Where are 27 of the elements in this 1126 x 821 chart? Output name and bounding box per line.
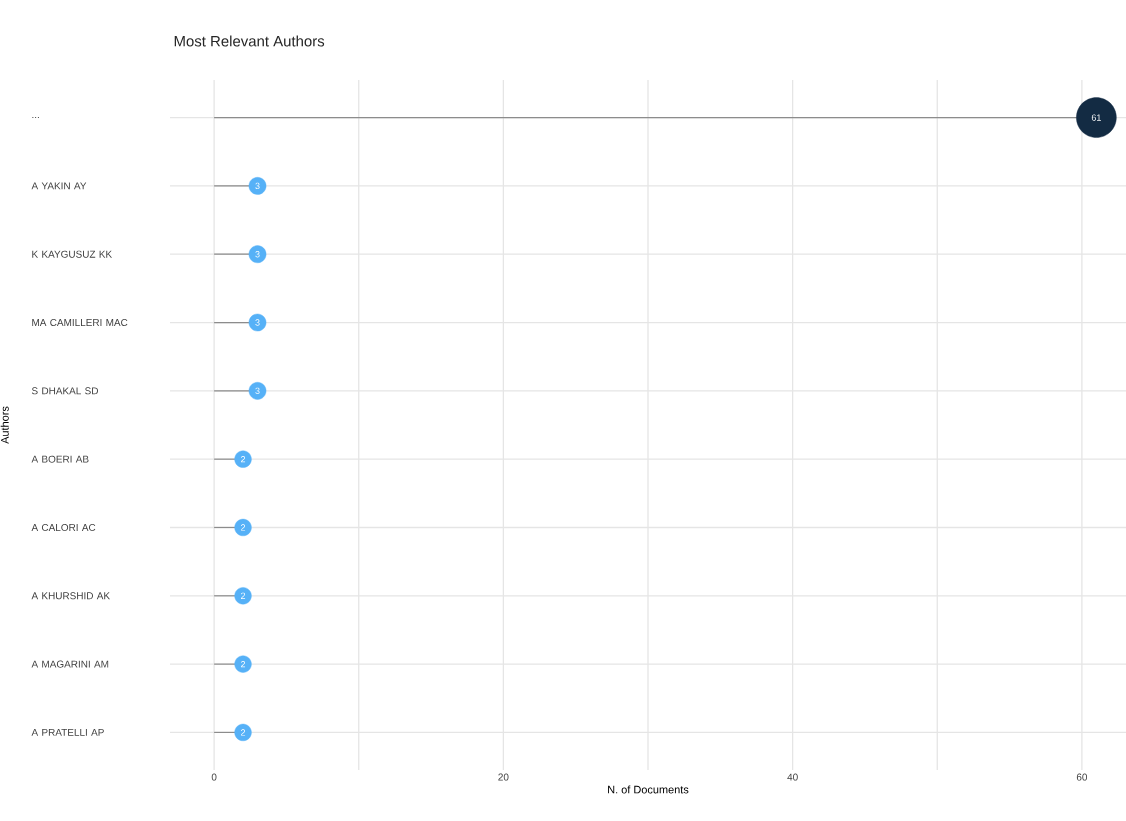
data-label: 2 <box>241 592 246 599</box>
y-tick-label: A BOERI AB <box>31 455 89 463</box>
x-tick-label: 20 <box>498 773 509 781</box>
x-tick-label: 0 <box>211 773 217 781</box>
y-tick-label: A PRATELLI AP <box>31 729 104 736</box>
data-label: 61 <box>1091 114 1101 121</box>
data-label: 3 <box>255 387 260 395</box>
y-tick-label: A MAGARINI AM <box>31 660 109 668</box>
x-tick-label: 60 <box>1076 773 1088 781</box>
data-label: 3 <box>255 251 260 258</box>
y-axis-title: Authors <box>0 406 9 444</box>
y-tick-label: ... <box>32 117 39 119</box>
y-tick-label: S DHAKAL SD <box>31 387 98 395</box>
data-label: 2 <box>241 660 246 668</box>
x-axis-title: N. of Documents <box>608 785 689 794</box>
data-label: 2 <box>241 729 246 736</box>
y-tick-label: MA CAMILLERI MAC <box>32 319 128 327</box>
data-label: 3 <box>255 182 260 190</box>
data-label: 2 <box>241 456 246 463</box>
y-tick-label: K KAYGUSUZ KK <box>32 250 112 258</box>
y-tick-label: A KHURSHID AK <box>31 592 110 600</box>
data-label: 2 <box>241 524 246 531</box>
y-tick-label: A CALORI AC <box>31 523 96 531</box>
chart-title: Most Relevant Authors <box>174 35 325 47</box>
x-tick-label: 40 <box>787 773 798 781</box>
y-tick-label: A YAKIN AY <box>31 182 87 190</box>
data-label: 3 <box>255 319 260 326</box>
